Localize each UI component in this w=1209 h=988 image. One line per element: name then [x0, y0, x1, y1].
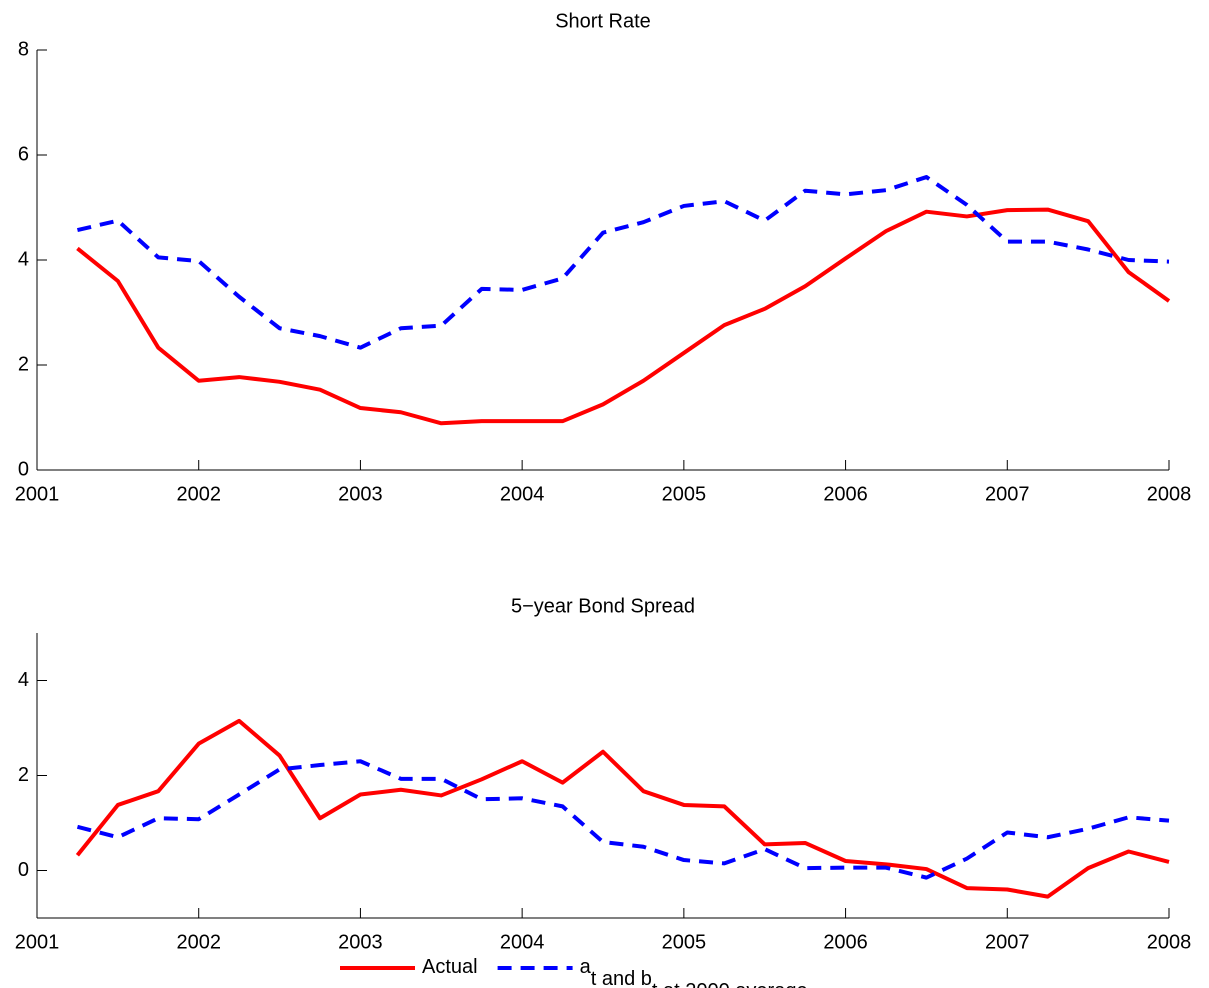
series-line — [76, 175, 1170, 350]
x-tick-label: 2002 — [176, 931, 221, 953]
legend-label: at and bt at 2000 average — [580, 956, 808, 988]
y-tick-label: 8 — [18, 38, 29, 60]
x-tick-label: 2005 — [662, 483, 707, 505]
y-tick-label: 2 — [18, 764, 29, 786]
series-line — [76, 207, 1171, 426]
y-tick-label: 2 — [18, 353, 29, 375]
x-tick-label: 2005 — [662, 931, 707, 953]
x-tick-label: 2001 — [15, 483, 60, 505]
y-tick-label: 4 — [18, 248, 29, 270]
x-tick-label: 2003 — [338, 483, 383, 505]
x-tick-label: 2003 — [338, 931, 383, 953]
x-tick-label: 2001 — [15, 931, 60, 953]
x-tick-label: 2004 — [500, 931, 545, 953]
x-tick-label: 2006 — [823, 483, 868, 505]
y-tick-label: 6 — [18, 143, 29, 165]
x-tick-label: 2004 — [500, 483, 545, 505]
series-line — [76, 759, 1170, 880]
x-tick-label: 2006 — [823, 931, 868, 953]
chart-title: Short Rate — [555, 10, 651, 32]
x-tick-label: 2008 — [1147, 931, 1192, 953]
legend-label: Actual — [422, 956, 478, 978]
x-tick-label: 2002 — [176, 483, 221, 505]
chart-title: 5−year Bond Spread — [511, 595, 695, 617]
x-tick-label: 2007 — [985, 931, 1030, 953]
x-tick-label: 2007 — [985, 483, 1030, 505]
series-line — [75, 718, 1170, 899]
y-tick-label: 4 — [18, 669, 29, 691]
y-tick-label: 0 — [18, 458, 29, 480]
y-tick-label: 0 — [18, 859, 29, 881]
x-tick-label: 2008 — [1147, 483, 1192, 505]
